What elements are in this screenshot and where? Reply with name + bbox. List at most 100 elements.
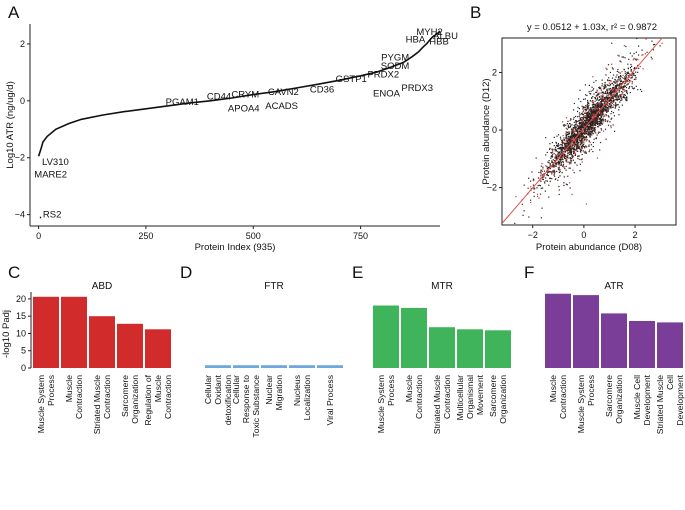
scatter-point [551, 153, 554, 156]
scatter-point [590, 110, 592, 112]
scatter-point [573, 144, 575, 146]
scatter-point [607, 102, 609, 104]
scatter-point [575, 126, 578, 128]
scatter-point [594, 129, 596, 132]
scatter-point [548, 171, 550, 173]
scatter-point [569, 182, 571, 184]
scatter-point [584, 115, 586, 117]
scatter-point [594, 103, 596, 105]
scatter-point [555, 156, 557, 158]
scatter-point [587, 119, 589, 121]
scatter-point [584, 152, 586, 154]
scatter-point [617, 104, 619, 106]
scatter-point [596, 104, 598, 107]
scatter-point [542, 168, 544, 170]
scatter-point [570, 149, 573, 152]
scatter-point [570, 128, 573, 130]
scatter-point [531, 171, 533, 173]
scatter-point [622, 56, 625, 58]
scatter-point [558, 161, 561, 163]
scatter-point [564, 167, 566, 170]
scatter-point [614, 81, 616, 83]
scatter-point [559, 159, 561, 161]
scatter-point [575, 129, 577, 131]
scatter-point [605, 67, 607, 69]
scatter-point [619, 76, 621, 78]
scatter-point [539, 180, 541, 182]
scatter-point [573, 116, 575, 119]
scatter-point [607, 110, 609, 112]
scatter-point [579, 128, 581, 130]
scatter-point [614, 94, 616, 97]
scatter-point [582, 126, 585, 129]
scatter-point [574, 139, 576, 141]
scatter-point [583, 141, 585, 143]
scatter-point [554, 146, 557, 148]
scatter-point [605, 113, 607, 116]
x-tick-label: 250 [138, 231, 153, 241]
scatter-point [573, 143, 575, 145]
scatter-point [553, 174, 555, 176]
scatter-point [554, 171, 556, 173]
scatter-point [575, 142, 577, 144]
scatter-point [578, 146, 580, 148]
scatter-point [633, 73, 635, 75]
scatter-point [551, 154, 553, 157]
bar [629, 321, 655, 368]
scatter-point [584, 131, 586, 134]
scatter-point [614, 99, 616, 101]
scatter-point [562, 155, 565, 157]
scatter-point [633, 74, 635, 76]
scatter-point [626, 93, 629, 95]
scatter-point [590, 122, 592, 124]
scatter-point [605, 109, 608, 111]
scatter-point [573, 121, 575, 123]
scatter-point [590, 115, 592, 117]
scatter-point [615, 98, 617, 100]
scatter-point [602, 119, 605, 121]
scatter-point [563, 153, 565, 156]
scatter-point [659, 45, 661, 47]
scatter-point [631, 76, 634, 78]
scatter-point [561, 140, 563, 142]
scatter-point [596, 122, 598, 124]
scatter-point [630, 76, 632, 79]
scatter-point [540, 169, 542, 171]
scatter-point [561, 172, 563, 174]
scatter-point [624, 94, 626, 96]
scatter-point [611, 110, 613, 113]
scatter-point [600, 128, 602, 130]
scatter-point [572, 139, 574, 141]
scatter-point [610, 113, 612, 115]
scatter-point [587, 101, 589, 103]
scatter-point [529, 199, 532, 201]
scatter-point [563, 137, 565, 139]
scatter-point [605, 111, 608, 113]
scatter-point [600, 97, 602, 99]
scatter-point [618, 83, 621, 85]
scatter-point [583, 136, 585, 138]
y-tick-label: 2 [492, 68, 497, 78]
scatter-point [589, 136, 592, 138]
category-label-line: Contraction [102, 375, 112, 419]
scatter-point [570, 151, 573, 153]
scatter-point [556, 145, 558, 147]
scatter-point [540, 165, 542, 167]
scatter-point [603, 107, 605, 110]
scatter-point [601, 108, 603, 111]
scatter-point [573, 109, 575, 111]
scatter-point [550, 157, 552, 159]
y-tick-label: 5 [21, 346, 26, 356]
scatter-point [586, 103, 588, 106]
scatter-point [611, 82, 613, 85]
scatter-point [571, 156, 574, 158]
scatter-point [562, 147, 565, 149]
scatter-point [591, 128, 593, 130]
scatter-point [579, 125, 582, 128]
scatter-point [545, 180, 547, 182]
scatter-point [528, 177, 530, 179]
scatter-point [554, 150, 556, 152]
scatter-point [612, 97, 614, 99]
scatter-point [602, 86, 605, 88]
scatter-point [570, 150, 572, 152]
